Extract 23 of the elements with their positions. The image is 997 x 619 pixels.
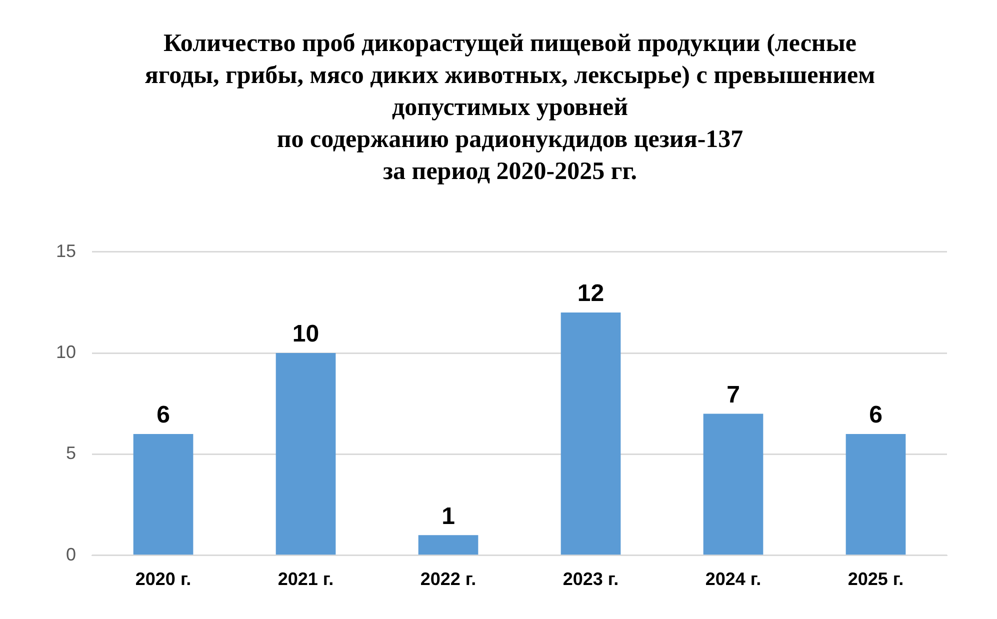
data-label: 7: [726, 381, 740, 408]
data-label: 6: [869, 402, 882, 429]
bar: [133, 434, 194, 555]
bar: [846, 434, 906, 555]
data-label: 12: [577, 280, 604, 308]
chart-title: Количество проб дикорастущей пищевой продукции (лесные ягоды, грибы, мясо диких животных, лексырье) с превышением допустимых уровней по содержанию радионукдидов цезия-137 за период 2020-2025 гг.: [144, 29, 876, 187]
x-tick-label: 2020 г.: [135, 569, 192, 590]
data-label: 6: [156, 402, 170, 429]
bar: [418, 535, 478, 555]
y-tick-label: 10: [56, 342, 76, 362]
x-tick-label: 2024 г.: [705, 569, 762, 590]
x-tick-label: 2025 г.: [848, 569, 904, 590]
x-tick-label: 2021 г.: [278, 569, 334, 590]
data-label: 1: [442, 502, 455, 530]
y-tick-label: 5: [66, 443, 76, 464]
data-label: 10: [292, 320, 320, 348]
bar: [703, 414, 764, 555]
bar: [560, 312, 621, 555]
y-tick-label: 0: [66, 544, 76, 564]
x-tick-label: 2023 г.: [562, 569, 619, 590]
x-tick-label: 2022 г.: [420, 569, 476, 590]
bar: [276, 353, 336, 555]
y-tick-label: 15: [56, 240, 76, 261]
